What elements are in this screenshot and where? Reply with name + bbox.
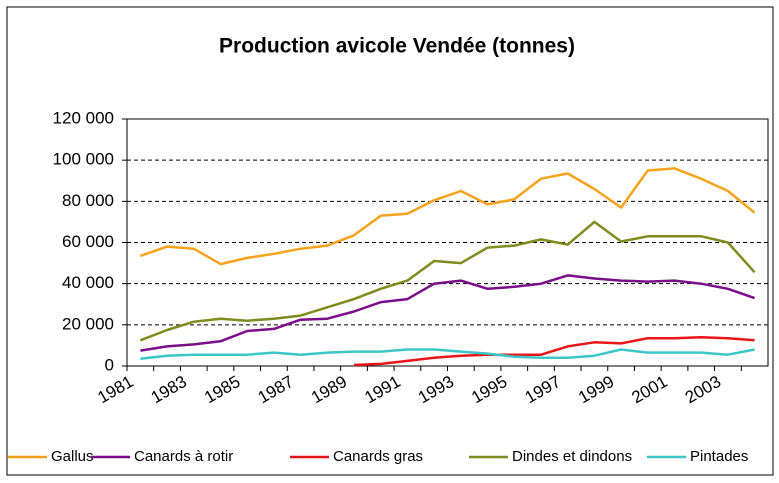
series-line [353,335,755,367]
chart-frame [6,6,774,476]
y-tick-label: 100 000 [53,150,114,169]
y-tick-label: 120 000 [53,108,114,127]
series-line [139,167,756,266]
legend-label: Gallus [51,448,94,465]
legend-label: Pintades [690,448,748,465]
chart-title: Production avicole Vendée (tonnes) [219,35,575,58]
y-tick-label: 0 [105,355,114,374]
legend-label: Canards à rotir [134,448,233,465]
legend-label: Dindes et dindons [512,448,632,465]
series-line [140,274,756,352]
y-tick-label: 20 000 [62,314,114,333]
series-line [140,348,755,361]
y-tick-label: 40 000 [62,273,114,292]
y-tick-label: 80 000 [62,191,114,210]
series-line [139,220,756,342]
y-tick-label: 60 000 [62,232,114,251]
legend-label: Canards gras [333,448,423,465]
